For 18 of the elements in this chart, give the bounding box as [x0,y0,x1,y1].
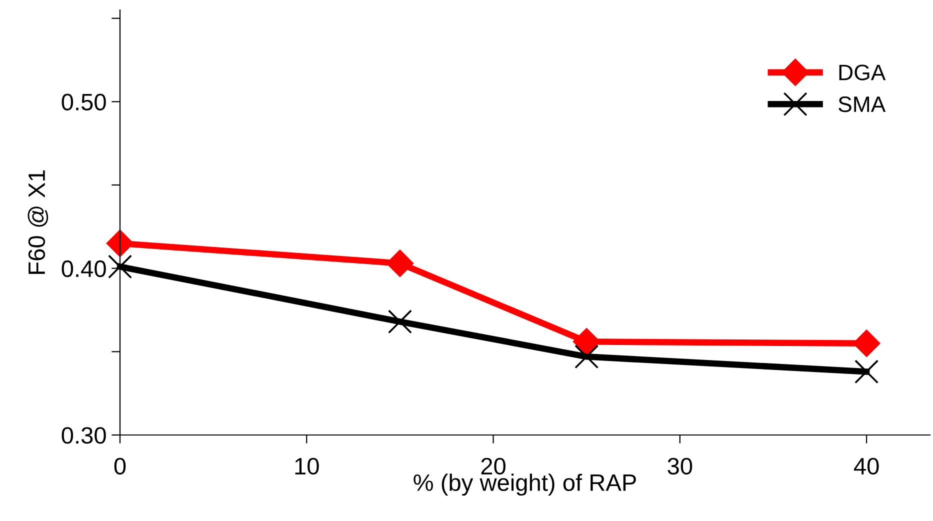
x-tick-label: 30 [668,458,692,475]
x-axis-title: % (by weight) of RAP [414,474,636,496]
point [388,310,412,334]
point [854,360,879,384]
point [574,344,599,369]
point [108,254,132,279]
x-tick-label: 10 [295,458,319,475]
point [106,230,134,257]
x-tick-label: 40 [854,458,879,475]
x-tick-label: 0 [114,458,126,475]
y-axis-title: F60 @ X1 [28,170,48,274]
y-tick-label: 0.50 [62,94,106,110]
x-tick-label: 20 [481,458,506,475]
point [386,250,414,277]
y-tick-label: 0.40 [62,260,106,278]
legend-label: DGA [839,64,886,80]
y-tick-label: 0.30 [62,427,106,444]
legend-label: SMA [838,96,886,112]
